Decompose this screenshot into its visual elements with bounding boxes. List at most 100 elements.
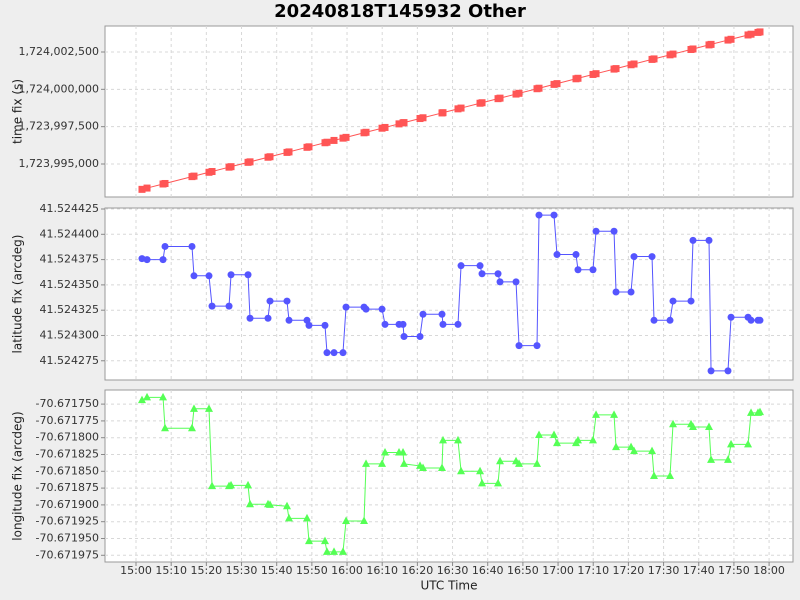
data-point bbox=[208, 481, 217, 490]
plot-area bbox=[104, 207, 794, 381]
data-point bbox=[189, 404, 198, 412]
data-point bbox=[612, 288, 620, 296]
data-point bbox=[689, 45, 697, 53]
data-point bbox=[533, 342, 541, 350]
data-point bbox=[283, 297, 291, 305]
data-point bbox=[419, 310, 427, 318]
data-point bbox=[323, 138, 331, 146]
data-point bbox=[515, 459, 524, 467]
data-point bbox=[161, 179, 169, 187]
y-tick-label: 41.524325 bbox=[40, 303, 100, 316]
y-tick-label: 1,724,002,500 bbox=[19, 45, 99, 58]
data-point bbox=[161, 423, 170, 432]
data-point bbox=[227, 480, 236, 489]
data-point bbox=[381, 123, 389, 131]
data-point bbox=[342, 516, 351, 525]
x-tick-label: 17:00 bbox=[542, 564, 574, 577]
y-tick-label: 41.524350 bbox=[40, 278, 100, 291]
data-point bbox=[705, 236, 713, 244]
x-tick-label: 15:50 bbox=[296, 564, 328, 577]
data-point bbox=[627, 442, 636, 451]
data-point bbox=[320, 536, 329, 545]
data-point bbox=[478, 270, 486, 278]
data-point bbox=[666, 471, 675, 479]
x-tick-label: 15:10 bbox=[155, 564, 187, 577]
data-point bbox=[246, 499, 255, 508]
data-point bbox=[400, 119, 408, 127]
data-point bbox=[330, 136, 338, 144]
data-point bbox=[266, 297, 274, 305]
data-point bbox=[727, 313, 735, 321]
data-point bbox=[535, 211, 543, 219]
data-point bbox=[553, 438, 562, 447]
data-point bbox=[610, 410, 619, 418]
data-point bbox=[159, 392, 168, 401]
data-point bbox=[512, 278, 520, 286]
data-point bbox=[592, 227, 600, 235]
y-tick-label: 1,724,000,000 bbox=[19, 82, 99, 95]
data-point bbox=[553, 251, 561, 259]
x-tick-label: 17:20 bbox=[613, 564, 645, 577]
data-point bbox=[330, 349, 338, 357]
data-point bbox=[342, 303, 350, 311]
data-point bbox=[669, 50, 677, 58]
data-point bbox=[610, 227, 618, 235]
data-point bbox=[535, 430, 544, 439]
x-tick-label: 17:30 bbox=[648, 564, 680, 577]
data-point bbox=[496, 278, 504, 286]
plot-area bbox=[104, 389, 794, 563]
data-point bbox=[159, 256, 167, 264]
data-point bbox=[305, 143, 313, 151]
data-point bbox=[188, 242, 196, 250]
data-point bbox=[592, 410, 601, 418]
data-point bbox=[687, 297, 695, 305]
data-point bbox=[755, 407, 764, 416]
data-point bbox=[747, 316, 755, 324]
y-axis-label: longitude fix (arcdeg) bbox=[11, 411, 25, 540]
data-point bbox=[689, 236, 697, 244]
data-point bbox=[705, 422, 714, 430]
data-point bbox=[724, 367, 732, 375]
x-tick-label: 17:50 bbox=[718, 564, 750, 577]
x-tick-label: 15:20 bbox=[190, 564, 222, 577]
data-point bbox=[419, 114, 427, 122]
data-point bbox=[342, 133, 350, 141]
y-tick-label: 41.524400 bbox=[40, 227, 100, 240]
data-point bbox=[727, 439, 736, 448]
x-tick-label: 15:00 bbox=[120, 564, 152, 577]
data-point bbox=[244, 271, 252, 279]
data-point bbox=[550, 211, 558, 219]
data-point bbox=[438, 310, 446, 318]
data-point bbox=[756, 28, 764, 36]
data-point bbox=[137, 395, 146, 404]
data-point bbox=[756, 316, 764, 324]
data-point bbox=[453, 435, 462, 444]
y-tick-label: -70.671825 bbox=[36, 448, 99, 461]
data-point bbox=[744, 439, 753, 448]
x-tick-label: 16:00 bbox=[331, 564, 363, 577]
data-point bbox=[285, 513, 294, 522]
data-point bbox=[143, 184, 151, 192]
data-point bbox=[416, 332, 424, 340]
data-point bbox=[669, 419, 678, 428]
data-point bbox=[612, 65, 620, 73]
data-point bbox=[515, 89, 523, 97]
data-point bbox=[204, 404, 213, 412]
data-point bbox=[399, 320, 407, 328]
data-point bbox=[650, 316, 658, 324]
data-point bbox=[190, 272, 198, 280]
data-point bbox=[747, 30, 755, 38]
data-point bbox=[338, 547, 347, 555]
y-tick-label: -70.671775 bbox=[36, 414, 99, 427]
y-tick-label: 41.524300 bbox=[40, 328, 100, 341]
data-point bbox=[205, 272, 213, 280]
data-point bbox=[496, 94, 504, 102]
data-point bbox=[246, 158, 254, 166]
y-tick-label: 1,723,995,000 bbox=[19, 157, 99, 170]
data-point bbox=[362, 305, 370, 313]
data-point bbox=[478, 99, 486, 107]
data-point bbox=[669, 297, 677, 305]
data-point bbox=[439, 320, 447, 328]
data-point bbox=[648, 253, 656, 261]
x-tick-label: 16:10 bbox=[366, 564, 398, 577]
